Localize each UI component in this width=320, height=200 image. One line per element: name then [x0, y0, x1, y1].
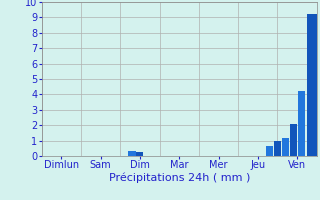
Bar	[266, 146, 273, 156]
X-axis label: Précipitations 24h ( mm ): Précipitations 24h ( mm )	[108, 173, 250, 183]
Bar	[136, 152, 143, 156]
Bar	[274, 141, 281, 156]
Bar	[298, 91, 305, 156]
Bar	[290, 124, 297, 156]
Bar	[282, 138, 289, 156]
Bar	[308, 14, 318, 156]
Bar	[129, 151, 136, 156]
